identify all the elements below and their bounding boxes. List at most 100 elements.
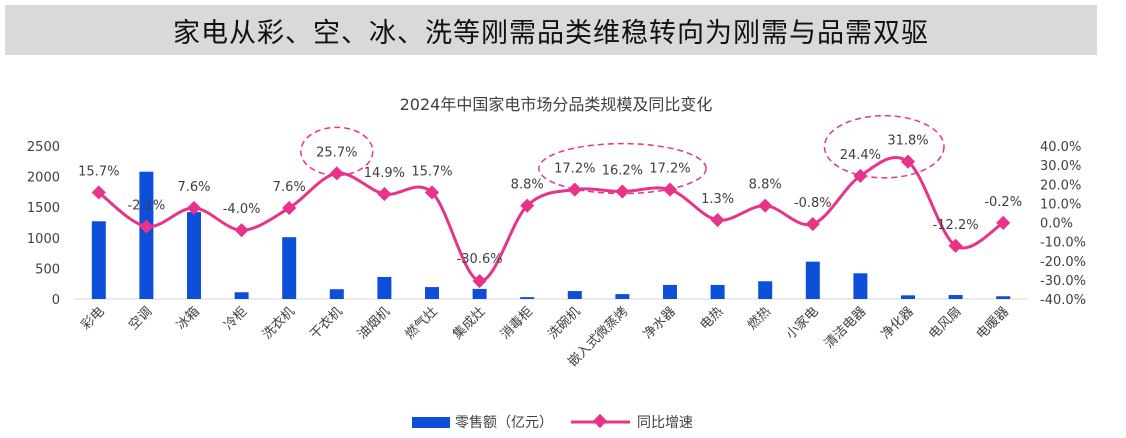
category-label-集成灶: 集成灶 bbox=[450, 304, 489, 343]
data-label-净水器: 17.2% bbox=[649, 162, 690, 177]
bar-干衣机 bbox=[329, 289, 344, 299]
bar-冷柜 bbox=[234, 292, 249, 299]
bar-空调 bbox=[139, 171, 154, 299]
data-label-小家电: -0.8% bbox=[794, 196, 832, 211]
highlight-ellipse bbox=[538, 142, 707, 195]
bar-净化器 bbox=[901, 295, 915, 299]
category-label-电热: 电热 bbox=[697, 304, 726, 333]
legend: 零售额（亿元） 同比增速 bbox=[412, 413, 693, 431]
bar-电热 bbox=[710, 284, 725, 299]
data-label-净化器: 31.8% bbox=[887, 134, 928, 149]
line-point-集成灶 bbox=[472, 273, 487, 289]
right-tick-label: 40.0% bbox=[1040, 140, 1081, 155]
right-tick-label: -20.0% bbox=[1040, 255, 1086, 270]
growth-line bbox=[97, 156, 1005, 283]
title-banner: 家电从彩、空、冰、洗等刚需品类维稳转向为刚需与品需双驱 bbox=[5, 5, 1097, 55]
bar-油烟机 bbox=[377, 276, 392, 299]
right-tick-label: -30.0% bbox=[1040, 274, 1086, 289]
data-label-油烟机: 14.9% bbox=[364, 166, 405, 181]
right-tick-label: 10.0% bbox=[1040, 197, 1081, 212]
category-label-清洁电器: 清洁电器 bbox=[822, 304, 869, 351]
line-point-电热 bbox=[710, 212, 725, 228]
bar-集成灶 bbox=[472, 288, 487, 299]
category-label-燃气灶: 燃气灶 bbox=[402, 304, 441, 343]
line-point-洗碗机 bbox=[567, 182, 582, 197]
right-tick-label: 30.0% bbox=[1040, 159, 1081, 174]
banner-title: 家电从彩、空、冰、洗等刚需品类维稳转向为刚需与品需双驱 bbox=[173, 17, 929, 49]
category-label-洗碗机: 洗碗机 bbox=[545, 304, 584, 343]
category-label-消毒柜: 消毒柜 bbox=[498, 304, 536, 342]
data-label-干衣机: 25.7% bbox=[316, 145, 357, 160]
bar-冰箱 bbox=[187, 212, 201, 299]
legend-line-marker bbox=[592, 413, 608, 429]
bar-嵌入式微蒸烤 bbox=[615, 294, 630, 299]
category-label-净水器: 净水器 bbox=[641, 304, 679, 342]
data-label-电风扇: -12.2% bbox=[933, 218, 979, 233]
right-axis: -40.0% -30.0% -20.0% -10.0% 0.0% 10.0% 20.0% 30… bbox=[1040, 140, 1086, 308]
right-tick-label: -40.0% bbox=[1040, 293, 1086, 308]
data-label-清洁电器: 24.4% bbox=[840, 148, 881, 163]
left-tick-label: 1000 bbox=[27, 232, 60, 247]
data-label-彩电: 15.7% bbox=[78, 164, 119, 179]
data-label-消毒柜: 8.8% bbox=[511, 178, 544, 193]
bar-洗碗机 bbox=[567, 291, 582, 299]
category-label-冰箱: 冰箱 bbox=[173, 304, 203, 334]
category-label-油烟机: 油烟机 bbox=[355, 304, 393, 342]
data-labels: 15.7% -2.1% 7.6% -4.0% 7.6% 25.7% 14.9% 15.7% -3… bbox=[78, 134, 1022, 267]
data-label-电暖器: -0.2% bbox=[984, 195, 1022, 210]
highlight-ellipse bbox=[823, 114, 945, 179]
right-tick-label: 0.0% bbox=[1040, 217, 1073, 232]
data-label-燃热: 8.8% bbox=[749, 178, 782, 193]
line-point-洗衣机 bbox=[282, 200, 297, 216]
left-tick-label: 500 bbox=[35, 262, 60, 277]
bar-电暖器 bbox=[996, 296, 1011, 299]
data-label-空调: -2.1% bbox=[128, 199, 166, 214]
bar-燃气灶 bbox=[425, 287, 439, 299]
category-label-干衣机: 干衣机 bbox=[307, 304, 346, 343]
line-point-小家电 bbox=[805, 216, 820, 232]
data-label-燃气灶: 15.7% bbox=[411, 164, 452, 179]
highlight-ellipses bbox=[300, 114, 945, 195]
line-point-净化器 bbox=[900, 154, 916, 169]
line-point-干衣机 bbox=[329, 166, 344, 181]
line-point-消毒柜 bbox=[520, 198, 535, 213]
left-axis: 0 500 1000 1500 2000 2500 bbox=[27, 140, 60, 308]
bar-洗衣机 bbox=[282, 237, 297, 299]
line-point-冰箱 bbox=[186, 200, 202, 216]
left-tick-label: 0 bbox=[52, 293, 60, 308]
bar-净水器 bbox=[663, 284, 677, 299]
category-label-彩电: 彩电 bbox=[79, 304, 108, 333]
line-point-清洁电器 bbox=[853, 168, 868, 183]
chart-title: 2024年中国家电市场分品类规模及同比变化 bbox=[400, 95, 713, 114]
line-point-燃气灶 bbox=[424, 185, 440, 200]
category-label-燃热: 燃热 bbox=[744, 304, 774, 334]
category-label-空调: 空调 bbox=[126, 304, 155, 333]
category-label-冷柜: 冷柜 bbox=[221, 304, 250, 333]
bar-series bbox=[91, 171, 1011, 299]
data-label-洗碗机: 17.2% bbox=[554, 162, 595, 177]
line-series bbox=[91, 154, 1011, 289]
line-point-冷柜 bbox=[234, 223, 249, 238]
data-label-冷柜: -4.0% bbox=[223, 202, 261, 217]
right-tick-label: -10.0% bbox=[1040, 236, 1086, 251]
line-point-电风扇 bbox=[948, 238, 963, 253]
category-label-小家电: 小家电 bbox=[783, 304, 822, 343]
data-label-洗衣机: 7.6% bbox=[273, 180, 306, 195]
category-label-洗衣机: 洗衣机 bbox=[259, 304, 298, 343]
left-tick-label: 1500 bbox=[27, 201, 60, 216]
data-label-集成灶: -30.6% bbox=[457, 252, 503, 267]
highlight-ellipse bbox=[300, 126, 374, 177]
data-label-电热: 1.3% bbox=[701, 192, 734, 207]
line-point-油烟机 bbox=[377, 186, 392, 202]
bar-小家电 bbox=[805, 261, 820, 299]
category-label-电风扇: 电风扇 bbox=[926, 304, 965, 343]
right-tick-label: 20.0% bbox=[1040, 178, 1081, 193]
bar-彩电 bbox=[91, 221, 106, 299]
bar-清洁电器 bbox=[853, 273, 868, 299]
category-label-净化器: 净化器 bbox=[879, 304, 917, 342]
line-point-电暖器 bbox=[996, 215, 1011, 230]
legend-bar-label: 零售额（亿元） bbox=[455, 415, 553, 431]
line-point-空调 bbox=[139, 219, 154, 234]
